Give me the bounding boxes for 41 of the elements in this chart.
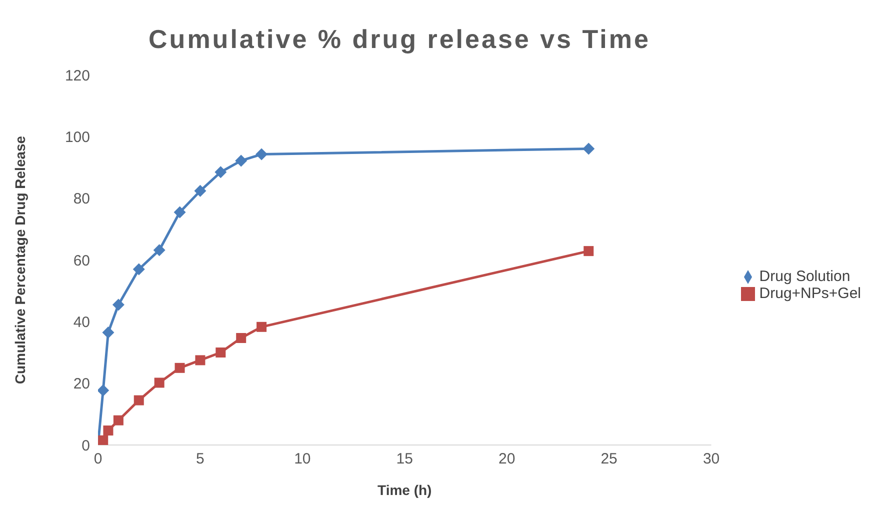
x-tick-label: 0: [94, 450, 102, 468]
y-tick-label: 120: [64, 67, 90, 84]
point: [235, 154, 248, 167]
point: [584, 246, 594, 256]
point: [174, 206, 186, 218]
x-tick-label: 30: [702, 450, 720, 468]
point: [134, 395, 144, 406]
legend-label: Drug+NPs+Gel: [759, 285, 861, 302]
x-tick-label: 10: [294, 450, 311, 468]
point: [132, 263, 145, 276]
x-tick-label: 20: [498, 450, 516, 468]
point: [98, 384, 110, 396]
y-tick-label: 40: [73, 314, 90, 331]
x-tick-label: 5: [196, 450, 204, 468]
point: [256, 322, 267, 332]
point: [154, 378, 164, 388]
point: [195, 355, 206, 366]
point: [112, 298, 124, 311]
point: [256, 148, 268, 160]
point: [216, 348, 226, 358]
chart-title: Cumulative % drug release vs Time: [148, 24, 652, 55]
point: [98, 435, 108, 445]
point: [102, 326, 114, 338]
point: [113, 415, 124, 426]
point: [582, 142, 595, 155]
y-tick-label: 0: [82, 437, 90, 454]
point: [153, 244, 166, 256]
point: [174, 362, 185, 373]
y-axis-title: Cumulative Percentage Drug Release: [12, 136, 28, 384]
y-tick-label: 80: [73, 190, 90, 208]
x-axis-title: Time (h): [378, 482, 432, 498]
legend-label: Drug Solution: [759, 268, 850, 285]
point: [214, 166, 227, 178]
y-tick-label: 60: [73, 252, 90, 270]
y-tick-label: 20: [73, 376, 90, 393]
point: [103, 426, 114, 436]
y-tick-label: 100: [64, 128, 90, 146]
x-tick-label: 15: [396, 450, 413, 468]
x-tick-label: 25: [600, 450, 618, 468]
point: [194, 184, 206, 197]
point: [236, 333, 246, 344]
